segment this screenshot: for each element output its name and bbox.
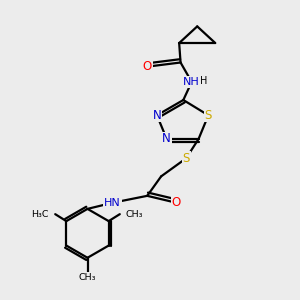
Text: S: S — [182, 152, 190, 165]
Text: N: N — [153, 109, 161, 122]
Text: HN: HN — [104, 198, 121, 208]
Text: S: S — [205, 109, 212, 122]
Text: CH₃: CH₃ — [126, 210, 143, 219]
Text: H₃C: H₃C — [32, 210, 49, 219]
Text: NH: NH — [183, 77, 200, 87]
Text: O: O — [172, 196, 181, 209]
Text: CH₃: CH₃ — [79, 273, 96, 282]
Text: N: N — [162, 132, 171, 146]
Text: O: O — [142, 60, 152, 73]
Text: H: H — [200, 76, 208, 85]
